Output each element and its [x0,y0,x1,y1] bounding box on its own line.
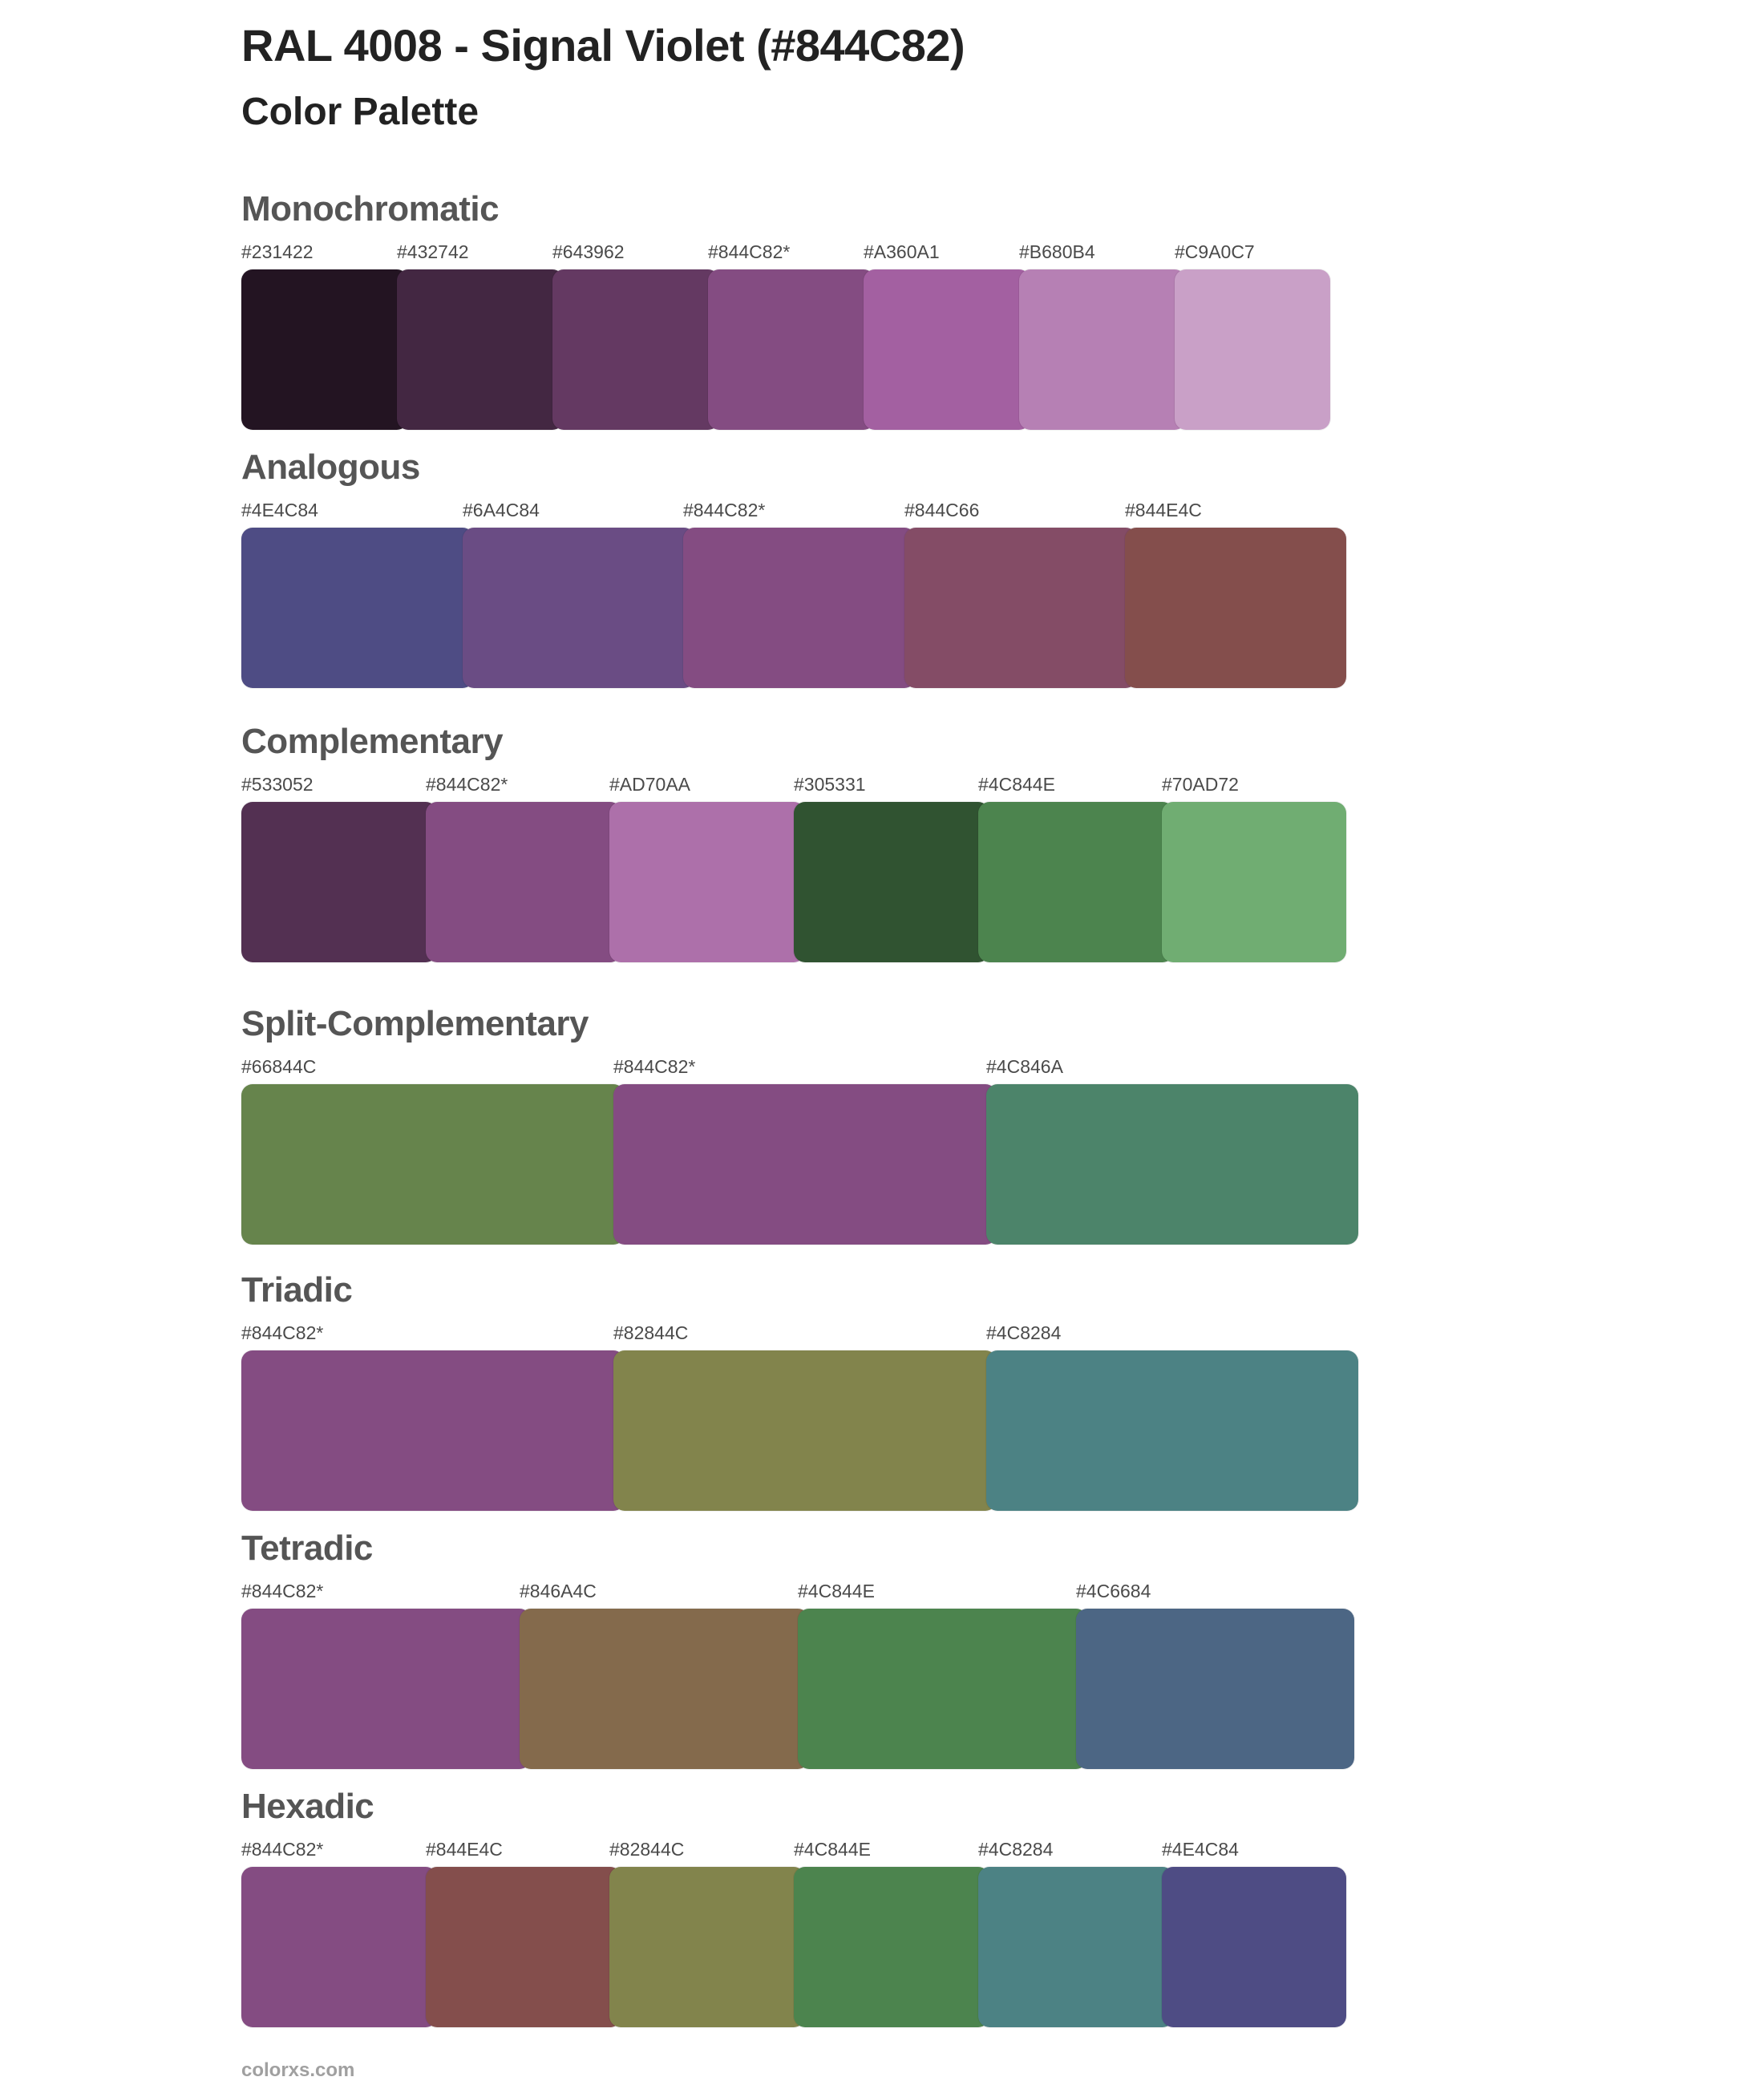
section-heading: Complementary [241,722,504,761]
color-swatch[interactable] [864,269,1030,430]
section-hexadic: Hexadic #844C82* #844E4C #82844C #4C844E #4C… [241,1787,1346,2027]
section-monochromatic: Monochromatic #231422 #432742 #643962 #844C… [241,189,1330,430]
color-swatch[interactable] [683,528,916,688]
swatch-hex-label: #4C8284 [978,1839,1054,1860]
color-swatch[interactable] [986,1350,1358,1511]
color-swatch[interactable] [1162,802,1346,962]
color-swatch[interactable] [1175,269,1330,430]
color-swatch[interactable] [609,1867,805,2027]
page-subtitle: Color Palette [241,91,479,133]
swatch-hex-label: #844C82* [683,500,766,520]
swatch-hex-label: #AD70AA [609,774,691,795]
section-complementary: Complementary #533052 #844C82* #AD70AA #305… [241,722,1346,962]
color-swatch[interactable] [794,1867,989,2027]
swatch-row [241,1609,1354,1769]
color-swatch[interactable] [613,1350,997,1511]
section-heading: Tetradic [241,1528,373,1568]
swatch-hex-label: #844E4C [1125,500,1202,520]
color-swatch[interactable] [978,802,1174,962]
color-swatch[interactable] [986,1084,1358,1245]
swatch-hex-label: #82844C [613,1322,689,1343]
swatch-labels: #533052 #844C82* #AD70AA #305331 #4C844E #70A… [241,773,1346,796]
swatch-hex-label: #846A4C [520,1581,597,1601]
color-swatch[interactable] [426,1867,621,2027]
swatch-labels: #66844C #844C82* #4C846A [241,1055,1358,1078]
swatch-row [241,528,1346,688]
swatch-row [241,1084,1358,1245]
swatch-hex-label: #844C82* [613,1056,696,1077]
swatch-row [241,269,1330,430]
swatch-hex-label: #533052 [241,774,314,795]
color-swatch[interactable] [241,1609,531,1769]
swatch-labels: #844C82* #844E4C #82844C #4C844E #4C8284 #4E4… [241,1838,1346,1860]
swatch-labels: #231422 #432742 #643962 #844C82* #A360A1 #B68… [241,241,1330,263]
color-swatch[interactable] [613,1084,997,1245]
color-swatch[interactable] [904,528,1137,688]
section-heading: Analogous [241,447,420,487]
color-swatch[interactable] [397,269,564,430]
footer-site-link[interactable]: colorxs.com [241,2059,355,2081]
color-swatch[interactable] [426,802,621,962]
swatch-hex-label: #C9A0C7 [1175,241,1255,262]
color-swatch[interactable] [463,528,695,688]
color-swatch[interactable] [241,802,437,962]
swatch-hex-label: #844C66 [904,500,980,520]
color-swatch[interactable] [708,269,875,430]
swatch-row [241,1350,1358,1511]
section-heading: Hexadic [241,1787,374,1826]
swatch-hex-label: #844C82* [241,1322,324,1343]
swatch-hex-label: #4C844E [798,1581,875,1601]
color-swatch[interactable] [241,528,474,688]
swatch-hex-label: #A360A1 [864,241,940,262]
swatch-hex-label: #6A4C84 [463,500,540,520]
color-swatch[interactable] [978,1867,1174,2027]
swatch-hex-label: #844E4C [426,1839,503,1860]
section-triadic: Triadic #844C82* #82844C #4C8284 [241,1270,1358,1511]
swatch-hex-label: #844C82* [708,241,791,262]
swatch-hex-label: #844C82* [241,1839,324,1860]
swatch-row [241,1867,1346,2027]
swatch-hex-label: #844C82* [241,1581,324,1601]
section-tetradic: Tetradic #844C82* #846A4C #4C844E #4C6684 [241,1528,1354,1769]
swatch-hex-label: #643962 [552,241,625,262]
color-swatch[interactable] [241,269,408,430]
section-heading: Monochromatic [241,189,500,229]
section-heading: Split-Complementary [241,1004,589,1043]
swatch-labels: #844C82* #846A4C #4C844E #4C6684 [241,1580,1354,1602]
color-swatch[interactable] [552,269,719,430]
swatch-hex-label: #305331 [794,774,866,795]
color-swatch[interactable] [794,802,989,962]
section-analogous: Analogous #4E4C84 #6A4C84 #844C82* #844C66 #… [241,447,1346,688]
swatch-hex-label: #4C844E [978,774,1055,795]
swatch-hex-label: #70AD72 [1162,774,1239,795]
section-heading: Triadic [241,1270,353,1310]
page-title: RAL 4008 - Signal Violet (#844C82) [241,20,965,71]
color-swatch[interactable] [241,1084,625,1245]
swatch-hex-label: #4E4C84 [1162,1839,1239,1860]
swatch-hex-label: #82844C [609,1839,685,1860]
swatch-hex-label: #4C844E [794,1839,871,1860]
swatch-hex-label: #B680B4 [1019,241,1095,262]
color-swatch[interactable] [1125,528,1346,688]
swatch-hex-label: #432742 [397,241,469,262]
swatch-hex-label: #66844C [241,1056,317,1077]
swatch-row [241,802,1346,962]
color-swatch[interactable] [241,1867,437,2027]
color-swatch[interactable] [1162,1867,1346,2027]
color-swatch[interactable] [241,1350,625,1511]
color-swatch[interactable] [798,1609,1087,1769]
color-swatch[interactable] [609,802,805,962]
color-swatch[interactable] [1076,1609,1354,1769]
swatch-labels: #4E4C84 #6A4C84 #844C82* #844C66 #844E4C [241,499,1346,521]
swatch-hex-label: #4C8284 [986,1322,1062,1343]
swatch-hex-label: #4C6684 [1076,1581,1151,1601]
color-swatch[interactable] [1019,269,1186,430]
section-split-complementary: Split-Complementary #66844C #844C82* #4C84… [241,1004,1358,1245]
swatch-hex-label: #4E4C84 [241,500,318,520]
swatch-hex-label: #4C846A [986,1056,1063,1077]
color-swatch[interactable] [520,1609,809,1769]
swatch-hex-label: #231422 [241,241,314,262]
swatch-hex-label: #844C82* [426,774,508,795]
swatch-labels: #844C82* #82844C #4C8284 [241,1322,1358,1344]
